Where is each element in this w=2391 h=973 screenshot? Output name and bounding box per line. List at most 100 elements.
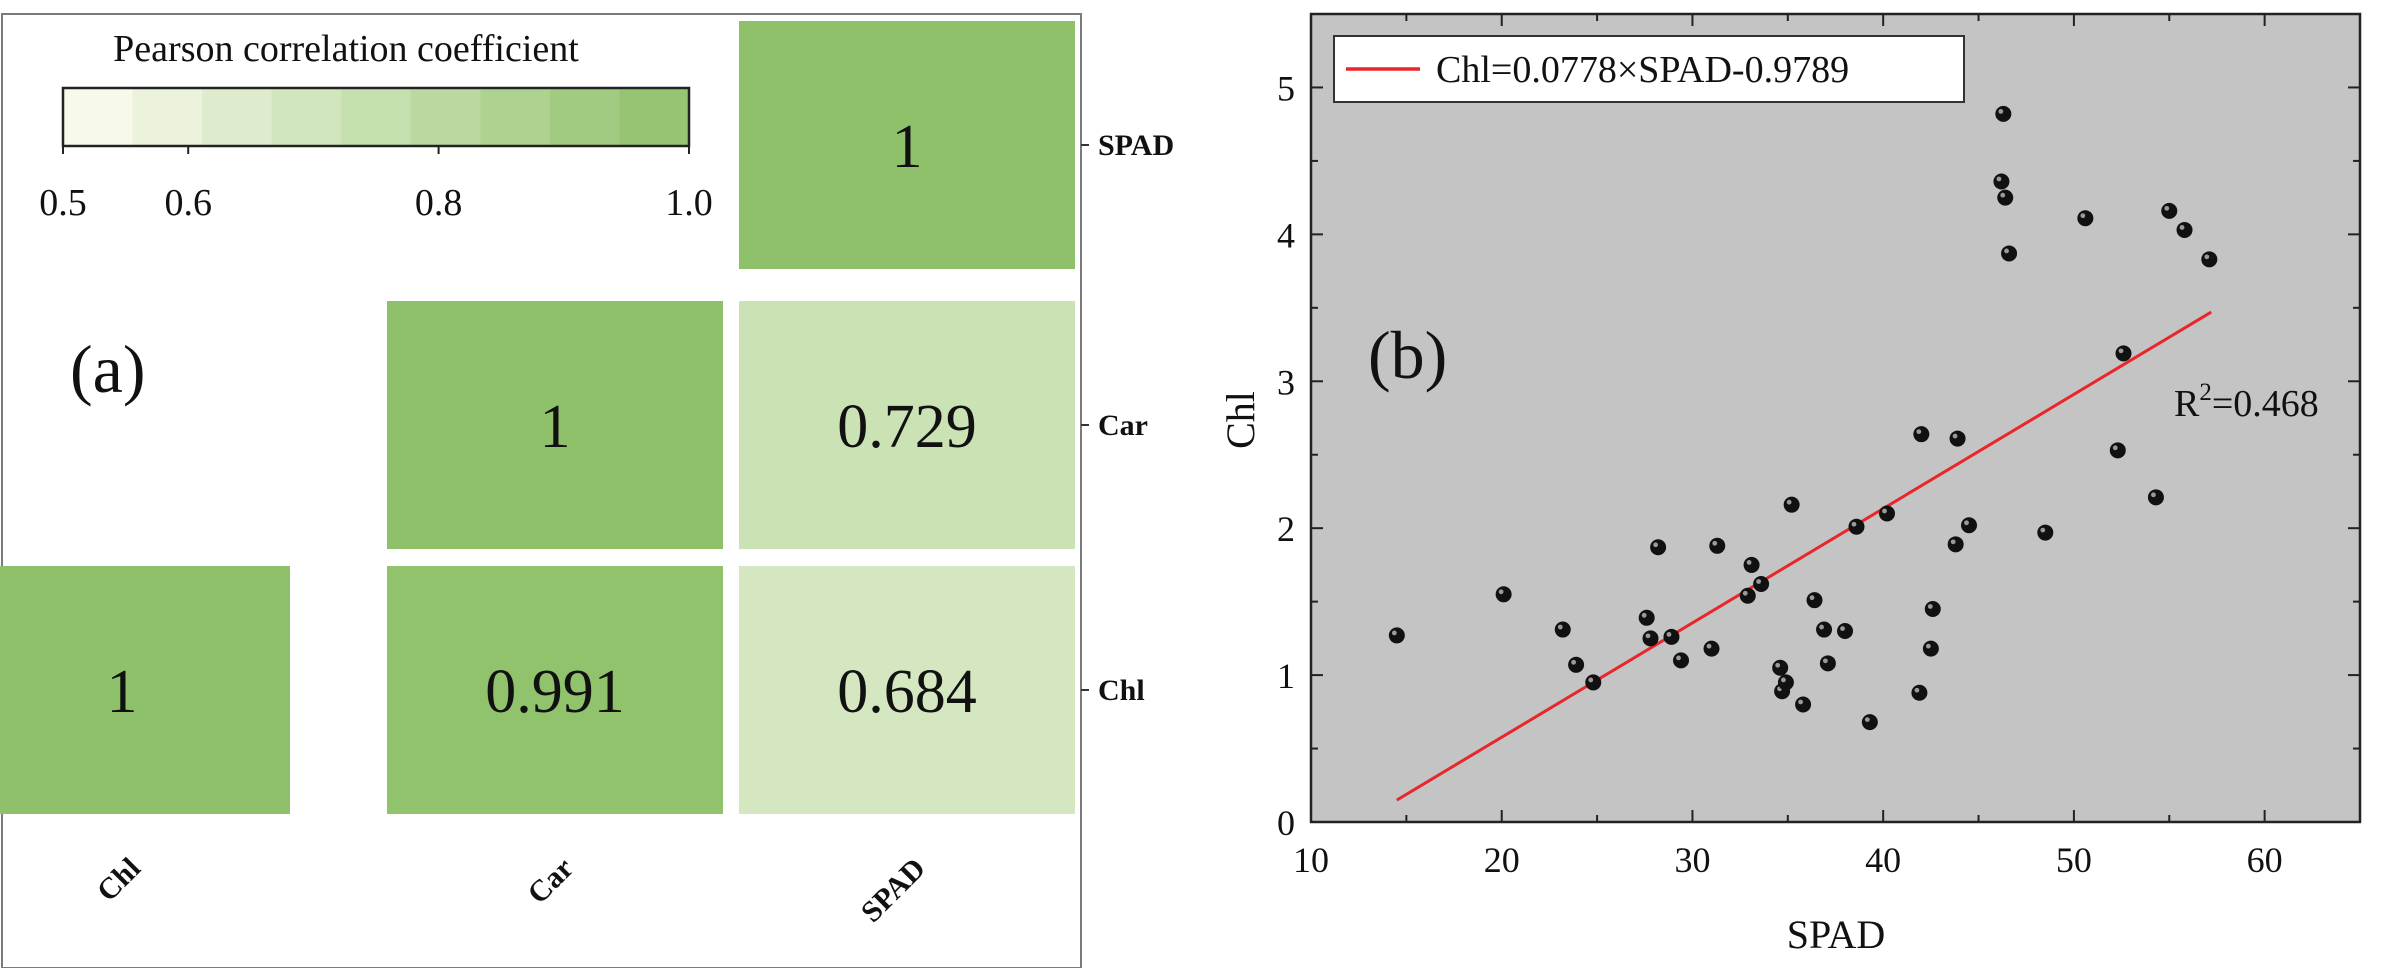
heatmap-cells: 1 1 0.729 1 0.991 0.684 <box>0 21 1075 814</box>
scatter-point-highlight <box>1964 520 1969 526</box>
colorbar-tick-label: 0.6 <box>164 182 212 224</box>
scatter-point <box>1911 684 1928 701</box>
scatter-point <box>2037 524 2054 541</box>
scatter-point-highlight <box>1391 630 1397 636</box>
scatter-point-highlight <box>1851 521 1857 527</box>
scatter-point <box>1878 505 1895 522</box>
scatter-point-highlight <box>1882 508 1887 514</box>
r-squared-r: R <box>2174 383 2200 425</box>
r-squared-sup: 2 <box>2199 379 2212 406</box>
scatter-point-highlight <box>2000 192 2006 198</box>
scatter-point <box>1913 426 1930 443</box>
colorbar-border <box>61 86 691 148</box>
scatter-point <box>1995 105 2012 122</box>
y-tick-label: 3 <box>1277 362 1295 402</box>
scatter-point <box>1848 518 1865 535</box>
scatter-point-highlight <box>1781 677 1786 683</box>
scatter-y-axis-label: Chl <box>1218 391 1263 449</box>
scatter-plot-area <box>1309 12 2362 824</box>
scatter-point-highlight <box>1746 560 1752 565</box>
scatter-point-highlight <box>2112 445 2118 451</box>
scatter-point <box>2201 251 2218 268</box>
scatter-point-highlight <box>1840 626 1845 631</box>
x-tick-label: 50 <box>2056 840 2092 880</box>
y-tick-label: 4 <box>1277 215 1295 255</box>
y-tick-label: 5 <box>1277 68 1295 108</box>
colorbar-step <box>480 88 551 146</box>
scatter-point <box>1816 621 1833 638</box>
scatter-point-highlight <box>2151 492 2156 498</box>
colorbar-tick-label: 0.5 <box>39 182 87 224</box>
scatter-point <box>1663 628 1680 645</box>
heatmap-cell-value: 0.991 <box>485 658 625 726</box>
scatter-point <box>1777 674 1794 691</box>
scatter-y-tick-labels: 0 1 2 3 4 5 <box>1277 68 1295 843</box>
scatter-point-highlight <box>1786 499 1792 505</box>
scatter-point <box>1495 586 1512 603</box>
scatter-point-highlight <box>1916 429 1922 435</box>
scatter-legend-label: Chl=0.0778×SPAD-0.9789 <box>1436 49 1849 91</box>
heatmap-y-labels: Chl Car SPAD <box>1081 129 1174 707</box>
scatter-legend-box <box>1333 35 1965 103</box>
scatter-point <box>1739 587 1756 604</box>
scatter-point-highlight <box>2164 205 2170 211</box>
scatter-point <box>2161 202 2178 219</box>
colorbar-tick-label: 1.0 <box>665 182 713 224</box>
x-tick-label: 10 <box>1293 840 1329 880</box>
x-tick-label: 40 <box>1865 840 1901 880</box>
scatter-point <box>1554 621 1571 638</box>
scatter-point-highlight <box>1927 604 1933 609</box>
colorbar-step <box>271 88 342 146</box>
heatmap-cell <box>739 301 1075 549</box>
scatter-x-axis-label: SPAD <box>1787 912 1886 957</box>
scatter-point-highlight <box>2080 213 2086 219</box>
colorbar-step <box>132 88 203 146</box>
scatter-point-highlight <box>1952 433 1958 439</box>
scatter-point <box>1819 655 1836 672</box>
scatter-point-highlight <box>1819 624 1824 630</box>
heatmap-panel: 1 1 0.729 1 0.991 0.684 Pearson correlation c… <box>0 13 1174 969</box>
regression-line <box>1396 310 2213 802</box>
heatmap-y-label: SPAD <box>1098 129 1174 162</box>
x-tick-label: 30 <box>1674 840 1710 880</box>
scatter-point-highlight <box>1557 624 1563 630</box>
heatmap-cell-value: 0.684 <box>837 658 977 726</box>
scatter-points <box>1388 105 2218 731</box>
scatter-point <box>1709 537 1726 554</box>
scatter-point-highlight <box>1798 699 1803 705</box>
scatter-point <box>2077 210 2094 227</box>
scatter-point <box>1795 696 1812 713</box>
heatmap-y-label: Chl <box>1098 674 1145 707</box>
heatmap-cell <box>387 301 723 549</box>
scatter-point <box>1861 714 1878 731</box>
panel-label-a: (a) <box>70 331 145 407</box>
scatter-point <box>1997 189 2014 206</box>
scatter-point <box>2001 245 2018 262</box>
heatmap-cell-value: 1 <box>107 658 138 726</box>
scatter-point-highlight <box>1775 662 1781 668</box>
scatter-point <box>1638 609 1655 626</box>
scatter-point-highlight <box>1809 595 1815 601</box>
heatmap-y-label: Car <box>1098 409 1148 442</box>
scatter-point-highlight <box>1822 658 1828 664</box>
scatter-point-highlight <box>1950 539 1956 545</box>
scatter-point <box>1783 496 1800 513</box>
scatter-point-highlight <box>2118 348 2124 354</box>
scatter-legend: Chl=0.0778×SPAD-0.9789 <box>1333 35 1965 103</box>
scatter-point <box>1947 536 1964 553</box>
scatter-point <box>1650 539 1667 556</box>
y-tick-label: 2 <box>1277 509 1295 549</box>
scatter-point-highlight <box>1666 631 1672 637</box>
colorbar-legend: Pearson correlation coefficient 0.5 0.6 0.… <box>39 28 713 224</box>
scatter-point <box>2115 345 2132 362</box>
scatter-point-highlight <box>2179 225 2185 230</box>
scatter-point-highlight <box>1864 717 1870 723</box>
scatter-point-highlight <box>1571 659 1577 665</box>
colorbar-step <box>202 88 273 146</box>
scatter-point <box>1993 173 2010 190</box>
scatter-point-highlight <box>1706 643 1712 649</box>
scatter-point <box>1703 640 1720 657</box>
colorbar-steps <box>63 88 690 146</box>
scatter-point-highlight <box>1914 687 1920 693</box>
